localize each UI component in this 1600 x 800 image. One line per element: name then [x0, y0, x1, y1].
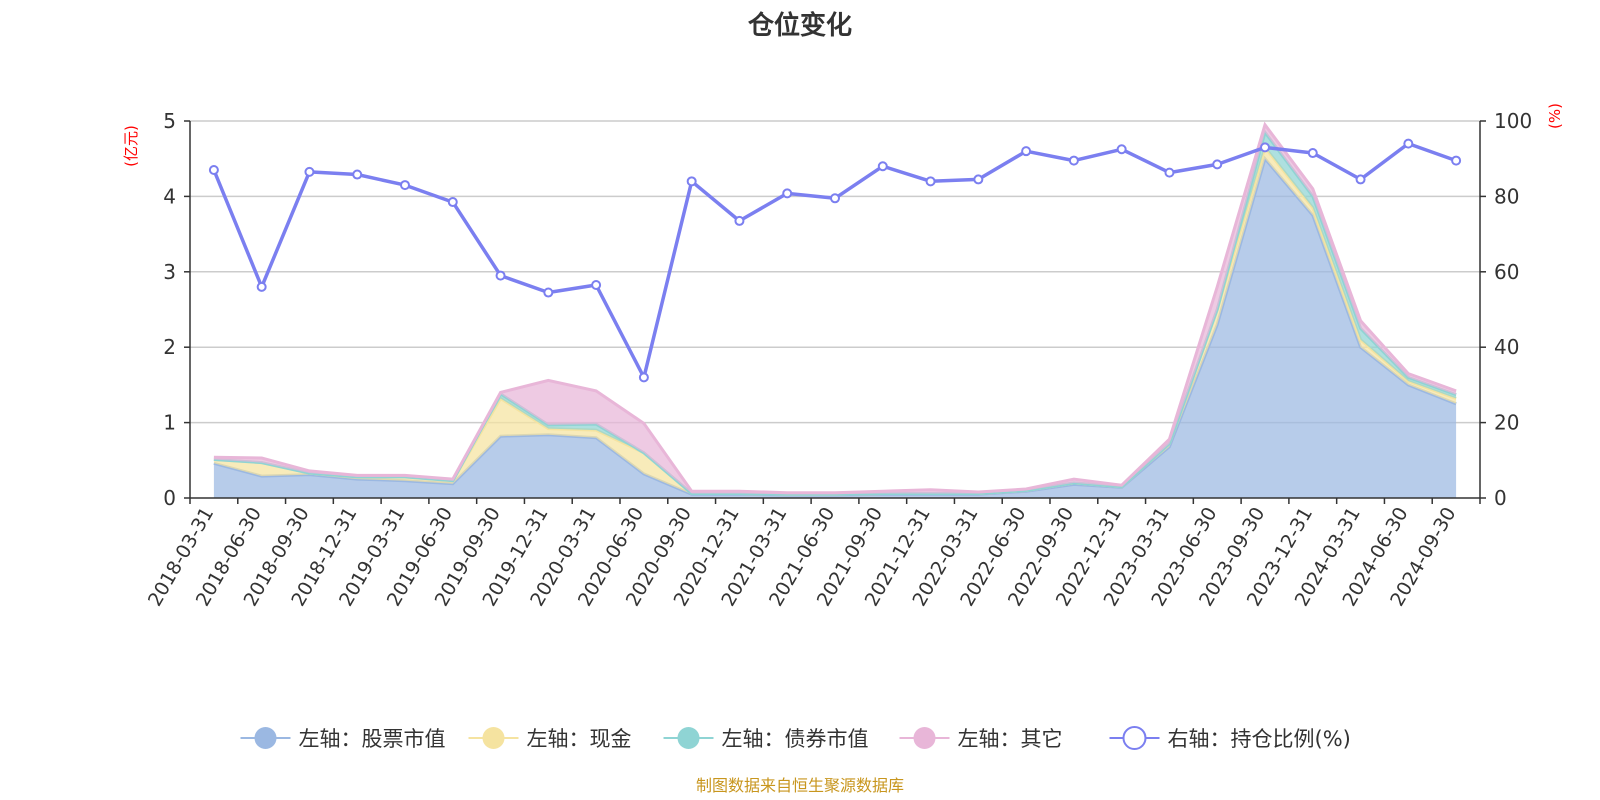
- legend-hollow-circle-icon: [1122, 726, 1147, 750]
- left-axis-tick-label: 3: [163, 260, 176, 284]
- legend-item[interactable]: 右轴：持仓比例(%): [1109, 726, 1351, 751]
- data-source-note: 制图数据来自恒生聚源数据库: [696, 776, 904, 795]
- area-series-layer: [213, 121, 1457, 498]
- ratio-point[interactable]: [543, 287, 554, 298]
- ratio-point[interactable]: [591, 279, 602, 290]
- left-axis-tick-label: 5: [163, 109, 176, 133]
- left-axis-tick-label: 1: [163, 411, 176, 435]
- ratio-point[interactable]: [830, 193, 840, 204]
- right-axis-tick-label: 100: [1494, 109, 1532, 133]
- legend-item[interactable]: 左轴：现金: [468, 727, 632, 751]
- ratio-point[interactable]: [734, 215, 745, 226]
- legend-label: 左轴：现金: [527, 727, 632, 751]
- legend-circle-icon: [913, 727, 936, 749]
- ratio-point[interactable]: [638, 372, 649, 383]
- ratio-point[interactable]: [400, 180, 410, 191]
- ratio-point[interactable]: [686, 176, 697, 187]
- ratio-point[interactable]: [208, 165, 219, 176]
- legend-circle-icon: [482, 727, 505, 749]
- legend[interactable]: 左轴：股票市值 左轴：现金 左轴：债券市值 左轴：其它 右轴：持仓比例(%): [240, 726, 1351, 751]
- left-axis-tick-label: 4: [163, 184, 176, 208]
- ratio-point[interactable]: [447, 197, 458, 208]
- right-axis-tick-label: 60: [1494, 260, 1519, 284]
- left-axis-tick-label: 2: [163, 335, 176, 359]
- legend-circle-icon: [254, 727, 277, 749]
- ratio-point[interactable]: [1164, 167, 1175, 178]
- legend-item[interactable]: 左轴：债券市值: [663, 727, 869, 751]
- right-axis-tick-label: 80: [1494, 184, 1519, 208]
- ratio-point[interactable]: [782, 188, 793, 199]
- right-axis-tick-label: 0: [1494, 486, 1507, 510]
- right-axis-tick-label: 20: [1494, 411, 1519, 435]
- ratio-point[interactable]: [1451, 155, 1462, 166]
- ratio-point[interactable]: [304, 166, 315, 177]
- legend-item[interactable]: 左轴：其它: [899, 727, 1063, 751]
- ratio-point[interactable]: [1116, 144, 1127, 155]
- ratio-point[interactable]: [1403, 138, 1414, 149]
- ratio-point[interactable]: [256, 281, 267, 292]
- ratio-point[interactable]: [1307, 148, 1318, 159]
- chart-title: 仓位变化: [747, 10, 852, 41]
- legend-label: 左轴：股票市值: [299, 727, 446, 751]
- ratio-point[interactable]: [1068, 155, 1079, 166]
- left-axis-tick-label: 0: [163, 486, 176, 510]
- legend-label: 左轴：债券市值: [722, 727, 869, 751]
- ratio-point[interactable]: [1212, 159, 1223, 170]
- ratio-point[interactable]: [1355, 174, 1366, 185]
- area-band: [213, 124, 1457, 495]
- legend-item[interactable]: 左轴：股票市值: [240, 727, 446, 751]
- left-axis-unit: (亿元): [122, 125, 140, 167]
- ratio-point[interactable]: [925, 176, 936, 187]
- ratio-point[interactable]: [1260, 142, 1270, 153]
- ratio-point[interactable]: [352, 169, 363, 180]
- legend-label: 左轴：其它: [958, 727, 1063, 751]
- right-axis-unit: (%): [1546, 103, 1564, 129]
- right-axis-tick-label: 40: [1494, 335, 1519, 359]
- ratio-point[interactable]: [877, 161, 888, 172]
- legend-circle-icon: [677, 727, 700, 749]
- ratio-point[interactable]: [973, 174, 984, 185]
- area-top-edge: [213, 121, 1457, 495]
- ratio-point[interactable]: [1021, 146, 1032, 157]
- legend-label: 右轴：持仓比例(%): [1168, 727, 1351, 751]
- line-series-layer: [208, 138, 1462, 383]
- area-band: [213, 158, 1457, 498]
- ratio-point[interactable]: [495, 270, 506, 281]
